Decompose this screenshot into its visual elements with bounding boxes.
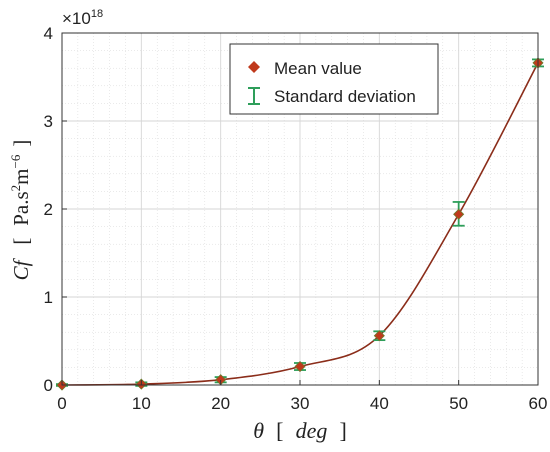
y-tick-label: 1: [44, 288, 53, 307]
legend-box: [229, 43, 439, 115]
fit-line: [61, 62, 539, 386]
x-tick-label: 10: [132, 394, 151, 413]
y-exponent: ×1018: [62, 8, 103, 28]
x-tick-label: 40: [370, 394, 389, 413]
legend-mean-marker: [248, 61, 260, 73]
x-axis-label: θ [ deg ]: [253, 418, 347, 443]
x-ticks: 0 10 20 30 40 50 60: [57, 380, 547, 413]
y-tick-label: 0: [44, 376, 53, 395]
legend-errorbar-marker: [248, 87, 260, 105]
x-tick-label: 20: [211, 394, 230, 413]
y-tick-label: 4: [44, 24, 53, 43]
x-tick-label: 30: [291, 394, 310, 413]
mean-marker: [373, 330, 385, 342]
y-ticks: 0 1 2 3 4: [44, 24, 67, 395]
fit-line-group: [61, 62, 539, 386]
legend-errorbar-label: Standard deviation: [274, 87, 416, 106]
mean-marker: [294, 360, 306, 373]
x-tick-label: 50: [449, 394, 468, 413]
x-tick-label: 60: [529, 394, 548, 413]
y-axis-label: Cf [ Pa.s2m−6]: [8, 140, 33, 281]
y-tick-label: 3: [44, 112, 53, 131]
mean-marker: [453, 208, 465, 220]
legend: Mean value Standard deviation: [229, 43, 439, 115]
y-tick-label: 2: [44, 200, 53, 219]
x-tick-label: 0: [57, 394, 66, 413]
legend-mean-label: Mean value: [274, 59, 362, 78]
